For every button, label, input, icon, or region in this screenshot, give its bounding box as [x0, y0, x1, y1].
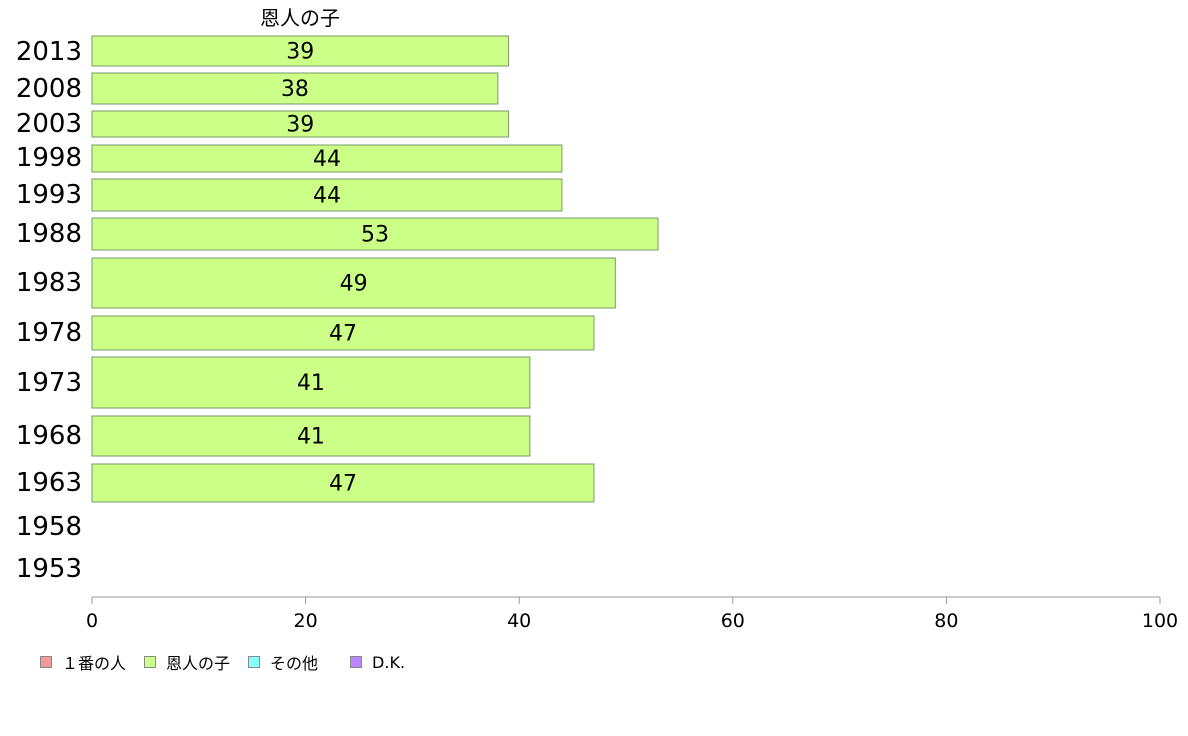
x-axis-ticks: 0 20 40 60 80 100 [86, 597, 1178, 632]
y-tick-label: 2003 [16, 109, 82, 139]
bar-value-label: 41 [297, 371, 325, 396]
x-tick-label: 100 [1142, 610, 1178, 632]
legend: １番の人 恩人の子 その他 D.K. [40, 650, 423, 674]
y-tick-label: 1993 [16, 180, 82, 210]
legend-label-top-person: １番の人 [62, 654, 127, 673]
x-tick-label: 40 [507, 610, 531, 632]
bar-value-label: 49 [340, 272, 368, 297]
y-tick-label: 1958 [16, 512, 82, 542]
bar-value-label: 39 [286, 113, 314, 138]
bar-value-label: 41 [297, 425, 325, 450]
legend-item-dk: D.K. [350, 653, 405, 672]
legend-swatch-top-person [40, 656, 52, 668]
bar-value-label: 39 [286, 40, 314, 65]
legend-item-top-person: １番の人 [40, 650, 126, 674]
x-tick-label: 60 [721, 610, 745, 632]
bar-value-label: 47 [329, 472, 357, 497]
y-tick-label: 1988 [16, 219, 82, 249]
y-axis-labels: 2013 2008 2003 1998 1993 1988 1983 1978 1973 1968… [16, 37, 82, 584]
y-tick-label: 2013 [16, 37, 82, 67]
legend-item-benefactor-child: 恩人の子 [144, 650, 230, 674]
legend-label-dk: D.K. [372, 652, 406, 672]
x-tick-label: 80 [934, 610, 958, 632]
x-tick-label: 0 [86, 610, 98, 632]
legend-label-benefactor-child: 恩人の子 [166, 654, 231, 673]
x-tick-label: 20 [294, 610, 318, 632]
legend-swatch-other [248, 656, 261, 668]
bar [91, 415, 531, 457]
bar [91, 463, 595, 503]
bar [91, 315, 595, 351]
y-tick-label: 1998 [16, 143, 82, 173]
chart-title: 恩人の子 [260, 6, 340, 30]
y-tick-label: 2008 [16, 74, 82, 104]
y-tick-label: 1968 [16, 421, 82, 451]
bar [91, 35, 510, 67]
bar [91, 72, 499, 105]
bar [91, 217, 659, 251]
bar [91, 356, 531, 409]
bar-value-label: 44 [313, 184, 341, 209]
bar-value-label: 47 [329, 322, 357, 347]
bar [91, 178, 563, 212]
y-tick-label: 1983 [16, 268, 82, 298]
legend-label-other: その他 [270, 654, 319, 673]
legend-swatch-benefactor-child [144, 656, 157, 668]
y-tick-label: 1973 [16, 368, 82, 398]
bar-value-label: 38 [281, 77, 309, 102]
bar-value-label: 44 [313, 147, 341, 172]
y-tick-label: 1963 [16, 468, 82, 498]
legend-item-other: その他 [248, 650, 318, 674]
bar-value-label: 53 [361, 223, 389, 248]
legend-swatch-dk [350, 656, 363, 668]
bar [91, 144, 563, 173]
bar [91, 110, 510, 138]
y-tick-label: 1953 [16, 554, 82, 584]
bar [91, 257, 616, 309]
y-tick-label: 1978 [16, 318, 82, 348]
